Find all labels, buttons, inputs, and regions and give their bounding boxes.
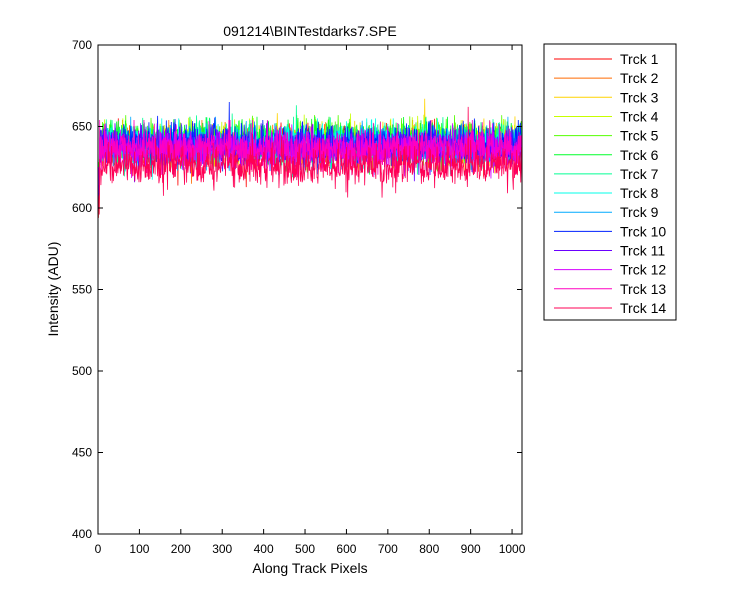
legend-label: Trck 6 — [620, 147, 659, 163]
y-tick-label: 500 — [72, 364, 92, 378]
y-tick-label: 600 — [72, 201, 92, 215]
x-tick-label: 400 — [254, 542, 274, 556]
x-tick-label: 0 — [95, 542, 102, 556]
legend-label: Trck 1 — [620, 51, 659, 67]
x-tick-label: 200 — [171, 542, 191, 556]
legend-label: Trck 14 — [620, 300, 666, 316]
x-tick-label: 100 — [129, 542, 149, 556]
x-axis-ticks: 0 100 200 300 400 500 600 700 800 900 1000 — [95, 45, 526, 556]
series-line-14 — [98, 106, 522, 215]
x-axis-label: Along Track Pixels — [252, 560, 367, 576]
x-tick-label: 800 — [419, 542, 439, 556]
x-tick-label: 900 — [461, 542, 481, 556]
series-layer — [98, 98, 522, 218]
legend-label: Trck 4 — [620, 108, 659, 124]
y-tick-label: 700 — [72, 38, 92, 52]
legend-label: Trck 7 — [620, 166, 659, 182]
x-tick-label: 300 — [212, 542, 232, 556]
chart-title: 091214\BINTestdarks7.SPE — [223, 23, 397, 39]
x-tick-label: 600 — [336, 542, 356, 556]
legend-box — [543, 43, 677, 321]
legend-label: Trck 3 — [620, 89, 659, 105]
x-tick-label: 500 — [295, 542, 315, 556]
x-tick-label: 700 — [378, 542, 398, 556]
y-tick-label: 650 — [72, 120, 92, 134]
legend-label: Trck 11 — [620, 243, 665, 259]
legend-label: Trck 5 — [620, 128, 659, 144]
legend: Trck 1 Trck 2 Trck 3 Trck 4 Trck 5 Trck 6 Trck… — [543, 43, 677, 321]
legend-label: Trck 8 — [620, 185, 659, 201]
y-tick-label: 550 — [72, 283, 92, 297]
y-tick-label: 450 — [72, 446, 92, 460]
y-axis-ticks: 400 450 500 550 600 650 700 — [72, 38, 522, 541]
legend-label: Trck 13 — [620, 281, 666, 297]
legend-label: Trck 12 — [620, 262, 666, 278]
x-tick-label: 1000 — [499, 542, 526, 556]
y-axis-label: Intensity (ADU) — [45, 242, 61, 337]
legend-label: Trck 10 — [620, 223, 666, 239]
legend-label: Trck 9 — [620, 204, 659, 220]
legend-label: Trck 2 — [620, 70, 659, 86]
y-tick-label: 400 — [72, 527, 92, 541]
